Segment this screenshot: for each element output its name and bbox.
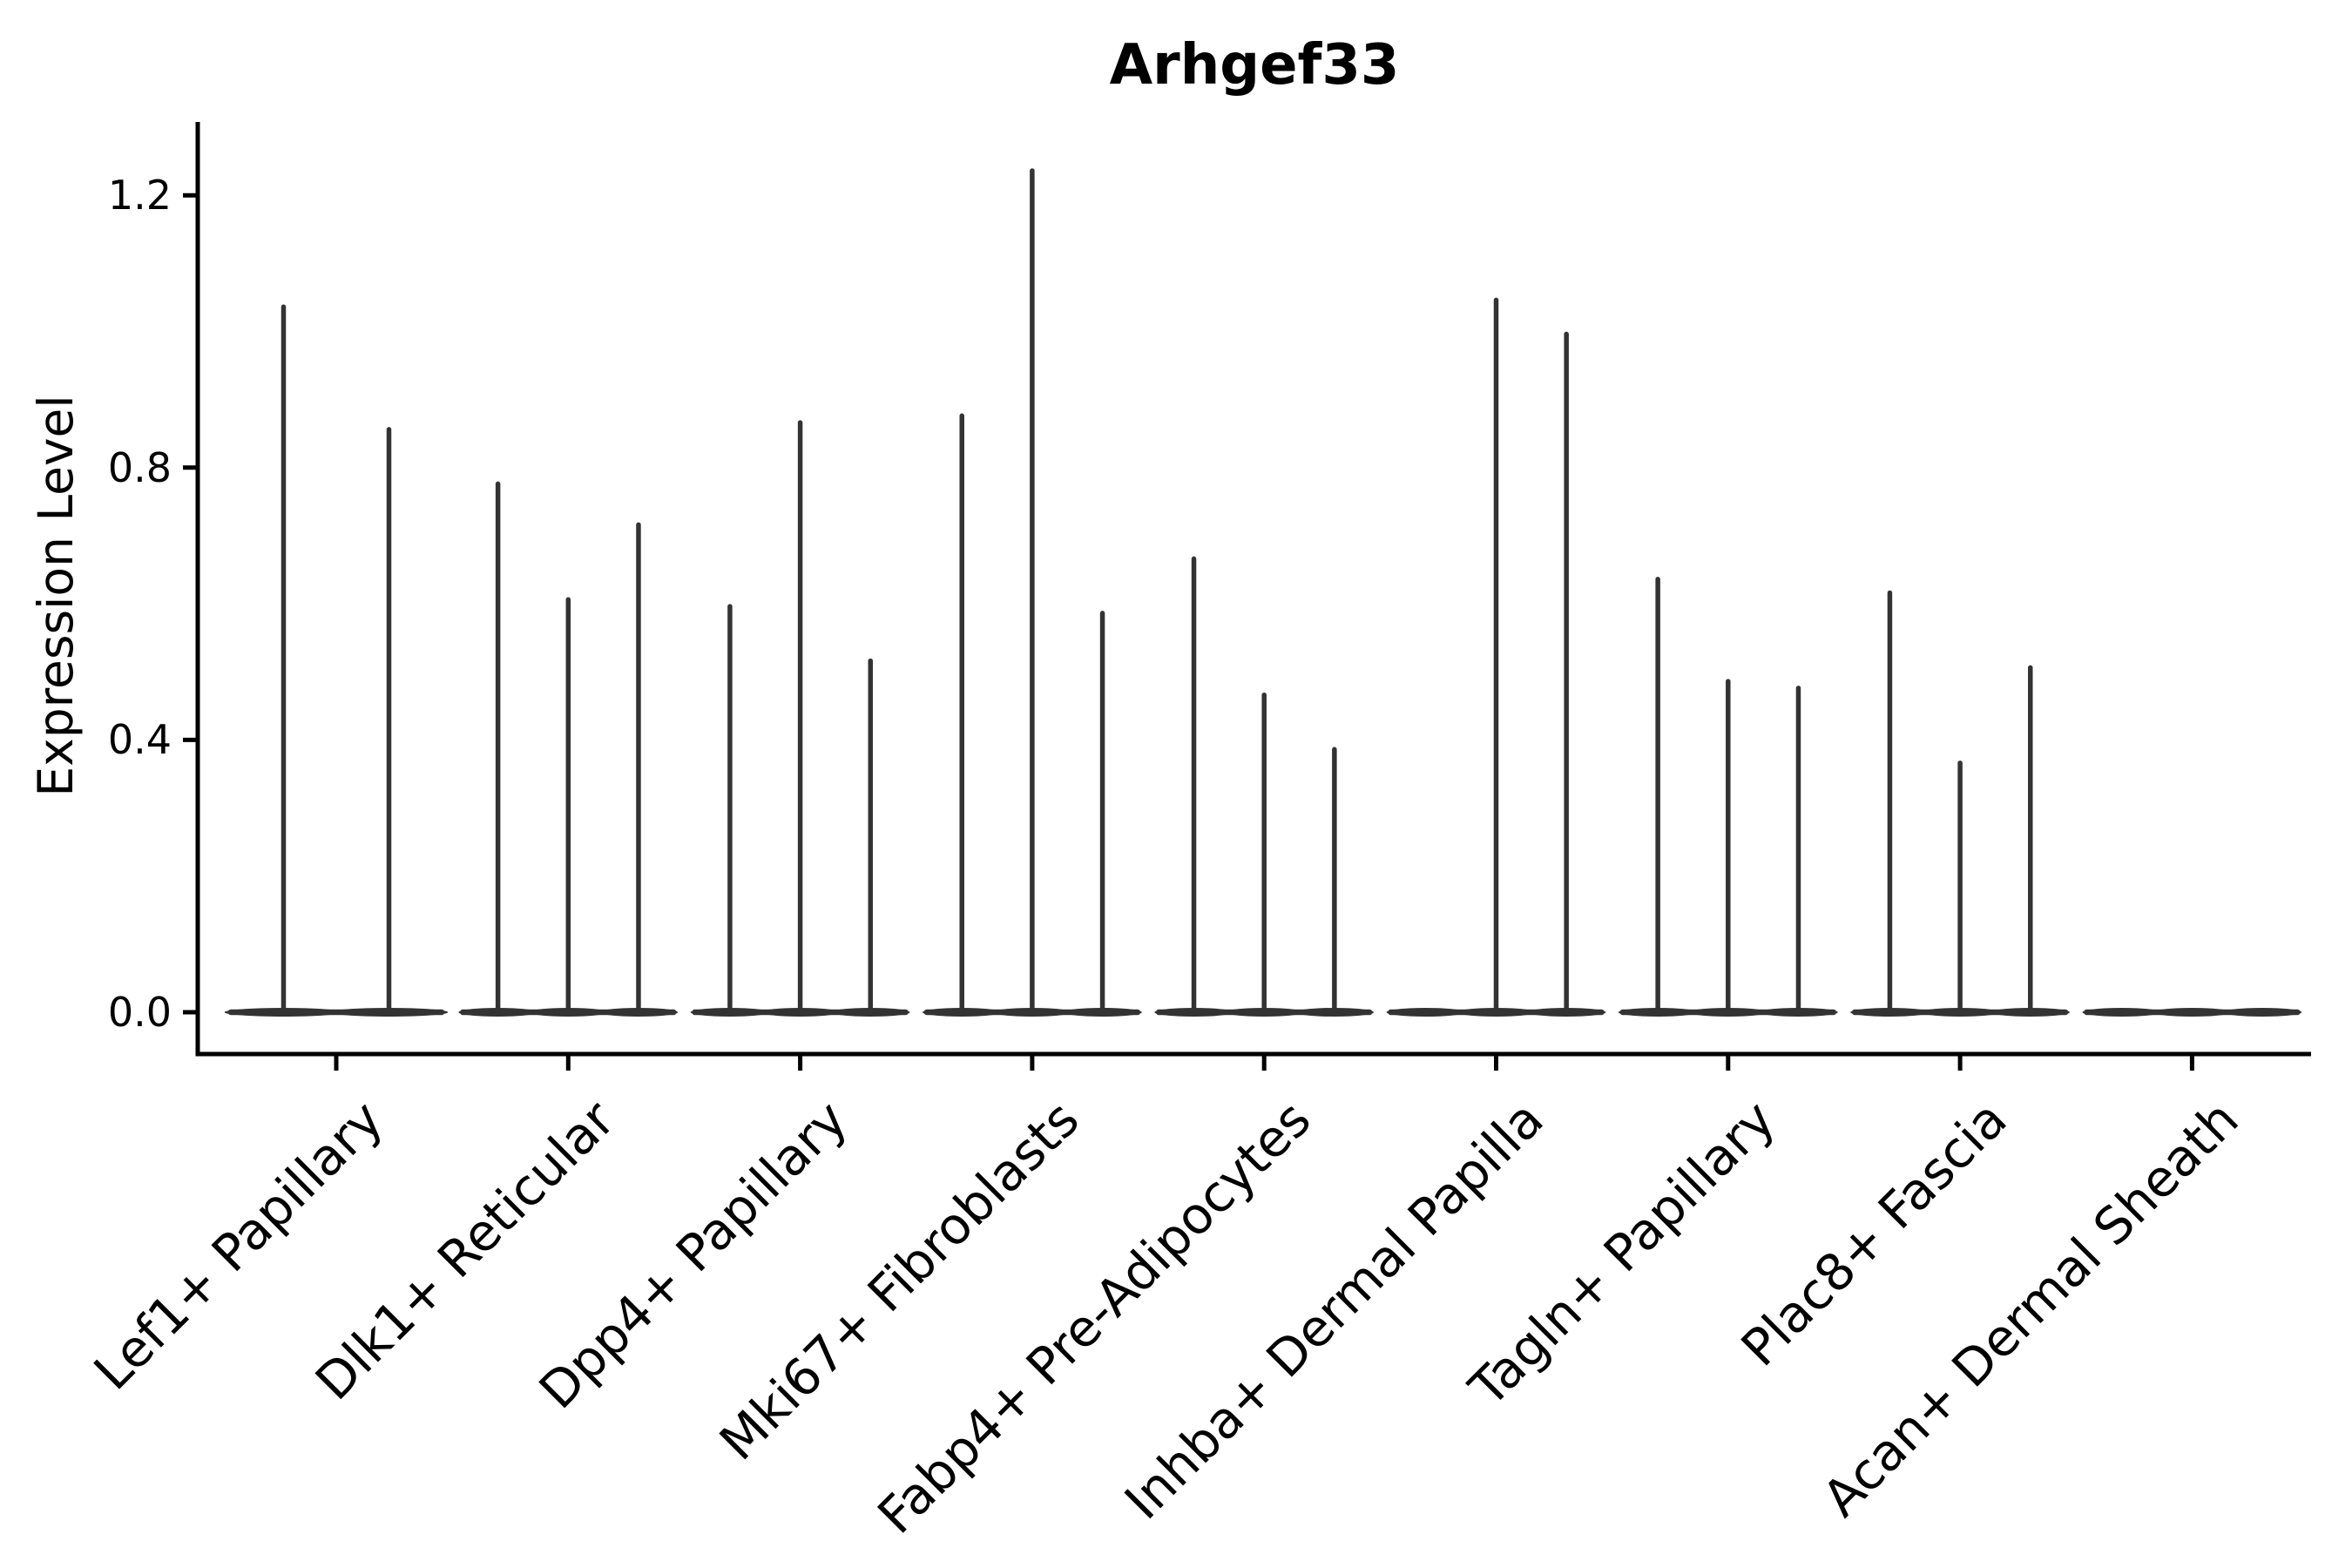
y-tick-label-0.4: 0.4 (107, 716, 172, 764)
y-tick-label-0.0: 0.0 (107, 989, 172, 1036)
chart-title: Arhgef33 (1109, 33, 1400, 98)
y-tick-label-0.8: 0.8 (107, 443, 172, 491)
y-tick-label-1.2: 1.2 (107, 172, 172, 220)
